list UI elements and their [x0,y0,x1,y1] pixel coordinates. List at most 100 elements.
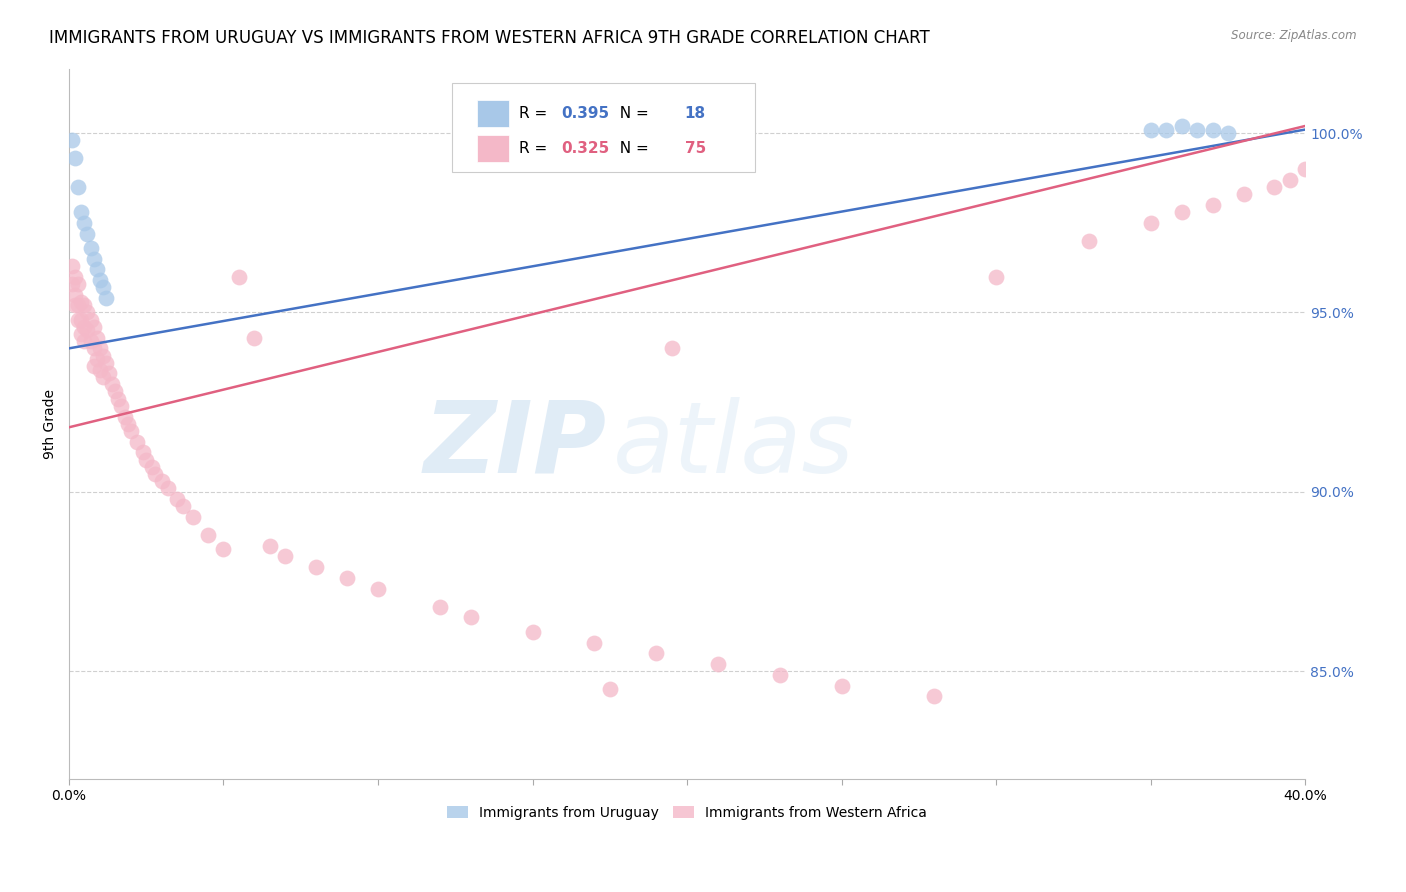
Text: ZIP: ZIP [423,397,607,493]
Point [110,399,132,413]
Text: 0.325: 0.325 [561,141,609,155]
Point [79,312,101,326]
Text: 75: 75 [685,141,706,155]
Point [86,262,108,277]
Text: R =: R = [519,106,553,121]
Point [172,500,194,514]
Point [63,151,86,165]
Point [166,491,188,506]
Point [145,467,167,481]
Point [197,528,219,542]
Point [76,305,98,319]
Point [769,668,792,682]
Point [1185,122,1208,136]
Point [1294,161,1316,176]
Point [259,539,281,553]
Point [125,434,148,449]
Point [91,370,114,384]
Point [98,367,121,381]
Point [1078,234,1101,248]
Legend: Immigrants from Uruguay, Immigrants from Western Africa: Immigrants from Uruguay, Immigrants from… [441,800,932,825]
Point [1201,122,1223,136]
Point [73,298,96,312]
Point [831,679,853,693]
Point [70,205,93,219]
Point [1140,122,1163,136]
Point [83,319,105,334]
Point [73,334,96,349]
Text: 0.395: 0.395 [561,106,609,121]
Point [141,459,163,474]
Point [79,241,101,255]
Point [274,549,297,564]
Point [212,542,235,557]
Point [101,377,124,392]
Point [114,409,136,424]
Point [645,646,668,660]
Point [67,298,90,312]
Point [1201,198,1223,212]
Point [70,312,93,326]
Point [91,349,114,363]
Bar [477,135,509,161]
Point [1156,122,1178,136]
Point [79,334,101,349]
Text: N =: N = [610,141,654,155]
Point [429,599,451,614]
Point [63,269,86,284]
Point [924,690,946,704]
Point [86,330,108,344]
Point [132,445,155,459]
Point [60,259,83,273]
Point [661,342,683,356]
Point [60,277,83,291]
Point [70,326,93,341]
Text: IMMIGRANTS FROM URUGUAY VS IMMIGRANTS FROM WESTERN AFRICA 9TH GRADE CORRELATION : IMMIGRANTS FROM URUGUAY VS IMMIGRANTS FR… [49,29,929,46]
Point [305,560,328,574]
Text: 18: 18 [685,106,706,121]
Bar [477,100,509,128]
Point [94,356,117,370]
Text: R =: R = [519,141,553,155]
Point [181,510,204,524]
Point [1171,205,1194,219]
Point [83,342,105,356]
Point [86,352,108,367]
Point [156,481,179,495]
Point [89,342,111,356]
Point [91,280,114,294]
Point [583,635,606,649]
Point [89,363,111,377]
Point [336,571,359,585]
Text: atlas: atlas [613,397,855,493]
Point [94,291,117,305]
Point [460,610,482,624]
Point [150,474,173,488]
Point [1232,187,1254,202]
Point [76,323,98,337]
Point [67,180,90,194]
Point [83,252,105,266]
Text: N =: N = [610,106,654,121]
Y-axis label: 9th Grade: 9th Grade [44,389,58,458]
Point [83,359,105,374]
Point [107,392,129,406]
Point [135,452,157,467]
Point [70,294,93,309]
Point [707,657,730,672]
Point [1278,173,1301,187]
Point [367,582,389,596]
Point [73,216,96,230]
Point [243,330,266,344]
Point [67,312,90,326]
Point [67,277,90,291]
Point [63,298,86,312]
Point [599,682,621,697]
Point [63,287,86,301]
Point [522,624,544,639]
Point [60,133,83,147]
Point [1171,119,1194,133]
Point [1263,180,1285,194]
Point [73,319,96,334]
Point [986,269,1008,284]
